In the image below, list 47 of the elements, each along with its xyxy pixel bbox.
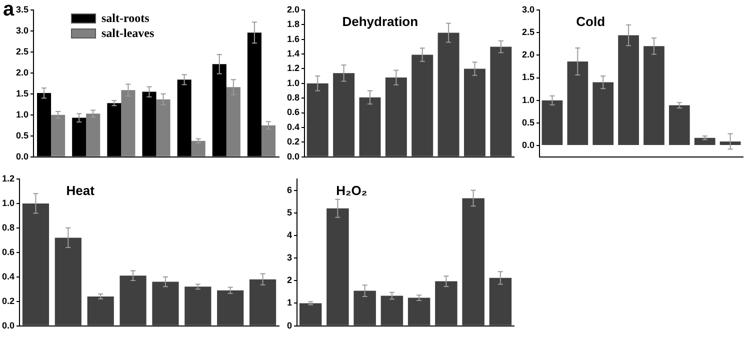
y-tick-label: 1 — [286, 298, 292, 308]
text: a — [3, 0, 15, 21]
y-tick-label: 0.8 — [2, 222, 15, 232]
y-tick-label: 0.0 — [522, 140, 535, 150]
y-tick-label: 1.5 — [16, 88, 29, 98]
y-tick-label: 3.0 — [16, 25, 29, 36]
y-tick-label: 0.0 — [16, 151, 29, 162]
y-tick-label: 2.0 — [286, 4, 300, 14]
y-tick-label: 5 — [286, 207, 292, 218]
y-tick-label: 4 — [286, 230, 292, 240]
y-tick-label: 1.8 — [286, 19, 300, 30]
y-tick-label: 1.6 — [286, 34, 300, 44]
y-tick-label: 1.2 — [2, 173, 15, 184]
legend-label: salt-roots — [102, 11, 150, 26]
y-tick-label: 3 — [286, 252, 292, 263]
y-tick-label: 0.2 — [2, 296, 15, 306]
chart-title: Cold — [576, 14, 606, 30]
y-tick-label: 0.4 — [2, 271, 15, 282]
y-tick-label: 0.4 — [286, 122, 300, 132]
y-tick-label: 0.5 — [522, 117, 535, 128]
chart-title: Dehydration — [342, 14, 418, 30]
y-tick-label: 0 — [286, 320, 292, 330]
y-tick-label: 2.5 — [522, 27, 535, 38]
y-tick-label: 6 — [286, 184, 292, 195]
y-tick-label: 3.0 — [522, 4, 535, 14]
y-tick-label: 0.6 — [2, 246, 15, 257]
y-tick-label: 1.2 — [286, 63, 300, 74]
y-tick-label: 1.0 — [286, 78, 300, 88]
y-tick-label: 0.0 — [286, 151, 300, 162]
y-tick-label: 1.0 — [522, 94, 535, 105]
y-tick-label: 1.0 — [16, 109, 29, 120]
y-tick-label: 2.0 — [522, 50, 535, 60]
chart-title: H₂O₂ — [336, 183, 368, 198]
y-tick-label: 1.0 — [2, 198, 15, 208]
y-tick-label: 1.5 — [522, 72, 535, 82]
y-tick-label: 0.2 — [286, 136, 300, 147]
y-tick-label: 2 — [286, 275, 292, 286]
y-tick-label: 0.8 — [286, 92, 300, 103]
y-tick-label: 0.5 — [16, 130, 29, 140]
chart-title: Heat — [66, 183, 96, 198]
y-tick-label: 3.5 — [16, 4, 29, 14]
y-tick-label: 2.0 — [16, 67, 29, 78]
y-tick-label: 1.4 — [286, 48, 300, 59]
y-tick-label: 2.5 — [16, 46, 29, 56]
y-tick-label: 0.6 — [286, 107, 300, 118]
y-tick-label: 0.0 — [2, 320, 15, 330]
legend-label: salt-leaves — [102, 26, 154, 40]
